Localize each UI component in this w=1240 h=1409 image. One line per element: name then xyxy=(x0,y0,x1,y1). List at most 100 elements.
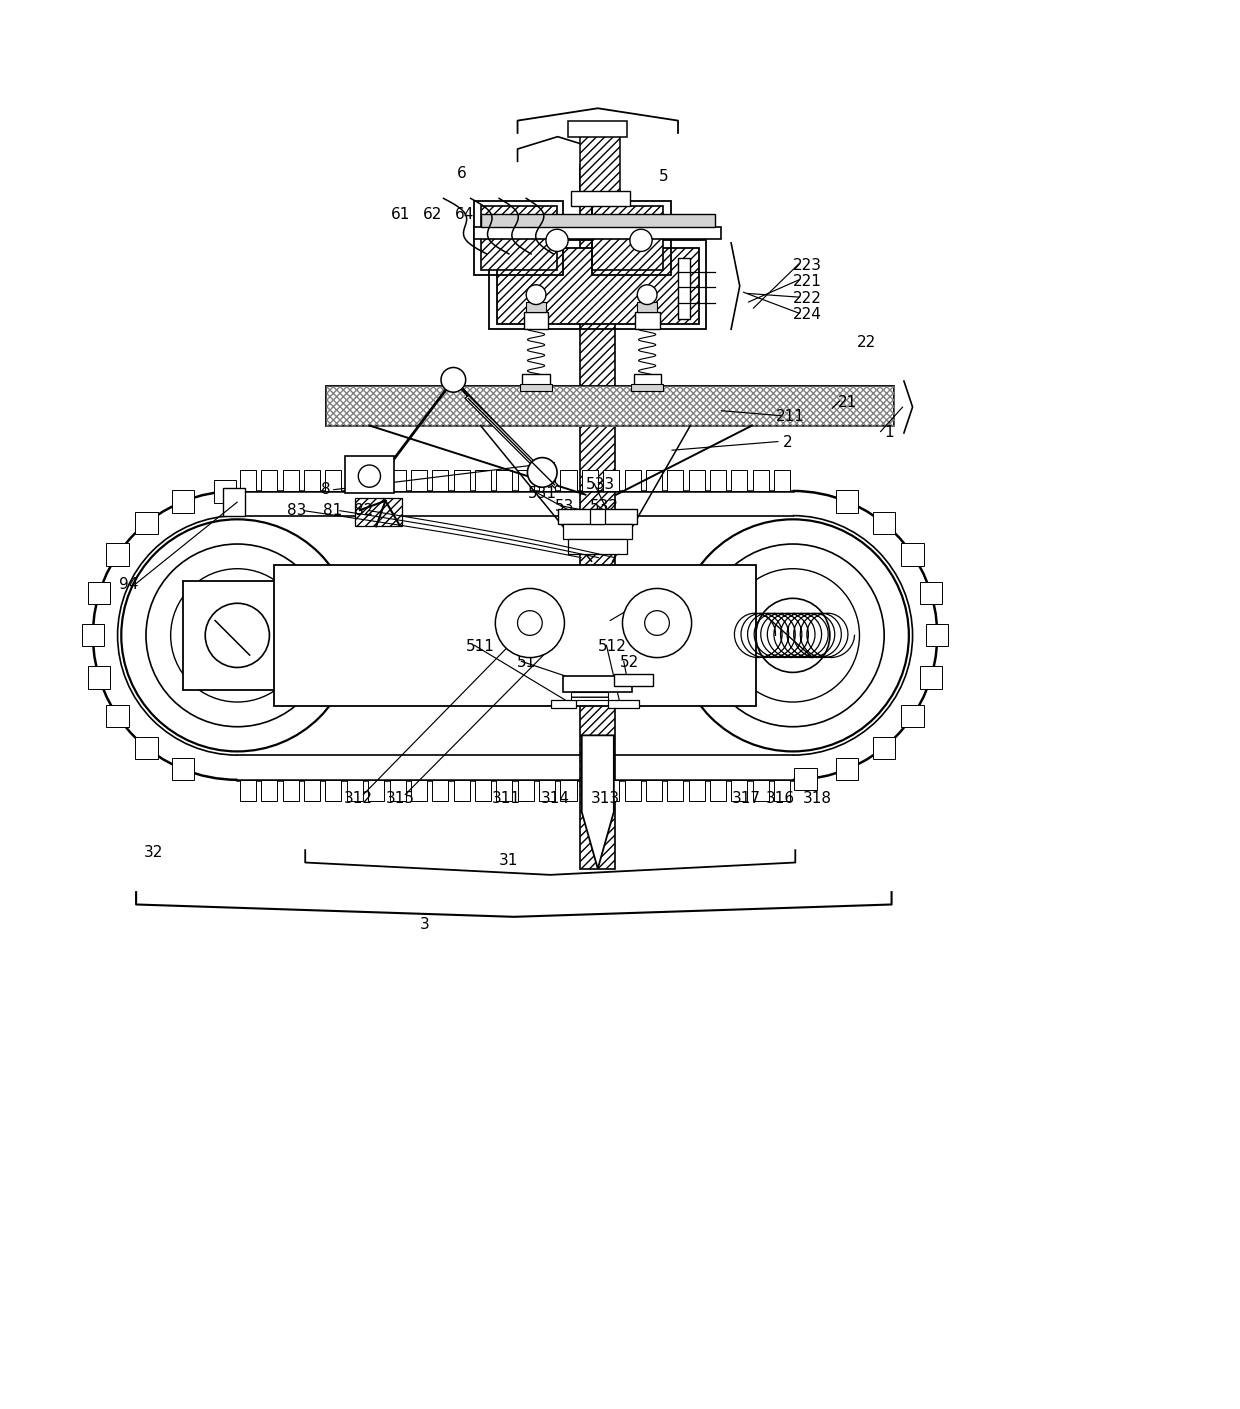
Bar xyxy=(107,704,129,727)
Text: 32: 32 xyxy=(144,845,164,859)
Bar xyxy=(836,758,858,781)
Bar xyxy=(836,490,858,513)
Bar xyxy=(454,779,470,800)
Text: 31: 31 xyxy=(500,852,518,868)
Bar xyxy=(368,779,384,800)
Circle shape xyxy=(702,544,884,727)
Circle shape xyxy=(527,458,557,488)
Bar xyxy=(646,471,662,490)
Bar xyxy=(635,311,660,330)
Bar xyxy=(920,666,942,689)
Circle shape xyxy=(546,230,568,251)
Text: 511: 511 xyxy=(466,638,495,654)
Circle shape xyxy=(358,465,381,488)
Bar xyxy=(454,471,470,490)
Text: 51: 51 xyxy=(517,655,536,671)
Circle shape xyxy=(677,520,909,751)
Bar xyxy=(873,737,895,758)
Circle shape xyxy=(206,603,269,668)
Bar xyxy=(172,490,195,513)
Bar xyxy=(560,779,577,800)
Bar xyxy=(283,779,299,800)
Text: 221: 221 xyxy=(794,273,822,289)
Bar xyxy=(580,165,615,869)
Text: 83: 83 xyxy=(286,503,306,519)
Bar xyxy=(347,471,363,490)
Circle shape xyxy=(517,610,542,635)
Bar xyxy=(262,779,278,800)
Bar xyxy=(558,510,637,524)
Bar xyxy=(873,511,895,534)
Bar xyxy=(732,779,748,800)
Bar xyxy=(603,471,619,490)
Bar xyxy=(107,544,129,566)
Bar xyxy=(753,471,769,490)
Bar xyxy=(614,674,653,686)
Bar xyxy=(711,779,727,800)
Bar xyxy=(325,471,341,490)
Bar xyxy=(732,471,748,490)
Circle shape xyxy=(727,569,859,702)
Bar xyxy=(551,699,575,709)
Text: 4: 4 xyxy=(611,121,621,135)
Bar xyxy=(241,471,255,490)
Bar xyxy=(88,582,110,604)
Bar xyxy=(496,779,512,800)
Circle shape xyxy=(441,368,466,392)
Bar xyxy=(489,241,707,330)
Text: 316: 316 xyxy=(766,790,795,806)
Bar xyxy=(568,121,627,137)
Text: 5: 5 xyxy=(658,169,668,183)
Text: 314: 314 xyxy=(542,790,570,806)
Bar xyxy=(475,779,491,800)
Bar xyxy=(901,704,924,727)
Bar xyxy=(580,132,620,201)
Bar xyxy=(523,311,548,330)
Bar xyxy=(518,779,533,800)
Bar xyxy=(634,373,661,386)
Bar xyxy=(475,201,563,275)
Text: 317: 317 xyxy=(732,790,760,806)
Text: 21: 21 xyxy=(837,395,857,410)
Text: 3: 3 xyxy=(420,917,430,931)
Bar xyxy=(901,544,924,566)
Bar xyxy=(433,779,449,800)
Circle shape xyxy=(645,610,670,635)
Bar xyxy=(678,258,691,320)
Bar xyxy=(88,666,110,689)
Bar xyxy=(326,386,894,426)
Bar xyxy=(591,206,663,271)
Bar xyxy=(345,457,394,493)
Bar xyxy=(920,582,942,604)
Bar xyxy=(522,373,549,386)
Bar xyxy=(563,676,632,692)
Text: 211: 211 xyxy=(776,410,805,424)
Bar xyxy=(518,471,533,490)
Bar xyxy=(325,779,341,800)
Bar xyxy=(563,524,632,540)
Bar xyxy=(304,471,320,490)
Bar xyxy=(433,471,449,490)
Text: 311: 311 xyxy=(492,790,521,806)
Bar xyxy=(347,779,363,800)
Text: 1: 1 xyxy=(884,426,894,441)
Text: 63: 63 xyxy=(487,207,506,223)
Bar xyxy=(389,779,405,800)
Text: 224: 224 xyxy=(794,307,822,321)
Bar xyxy=(582,471,598,490)
Text: 512: 512 xyxy=(598,638,627,654)
Bar xyxy=(603,779,619,800)
Bar xyxy=(262,471,278,490)
Bar xyxy=(590,510,605,524)
Bar xyxy=(568,540,627,554)
Polygon shape xyxy=(582,735,614,869)
Circle shape xyxy=(630,230,652,251)
Text: 82: 82 xyxy=(353,503,373,519)
Bar xyxy=(283,471,299,490)
Text: 81: 81 xyxy=(322,503,342,519)
Bar xyxy=(570,192,630,206)
Bar xyxy=(326,386,894,426)
Bar xyxy=(389,471,405,490)
Circle shape xyxy=(526,285,546,304)
Text: 6: 6 xyxy=(458,166,467,182)
